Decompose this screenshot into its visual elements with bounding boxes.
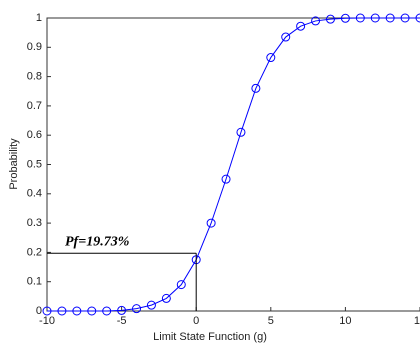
y-tick-label: 0.4 bbox=[27, 188, 42, 200]
y-tick-label: 1 bbox=[36, 12, 42, 24]
marker bbox=[102, 306, 112, 316]
marker bbox=[146, 300, 156, 310]
marker bbox=[400, 13, 410, 23]
marker bbox=[296, 21, 306, 31]
x-tick-label: 15 bbox=[414, 315, 420, 327]
marker bbox=[266, 53, 276, 63]
marker bbox=[117, 305, 127, 315]
marker bbox=[132, 304, 142, 314]
marker bbox=[72, 306, 82, 316]
marker bbox=[176, 280, 186, 290]
x-tick-label: 10 bbox=[339, 315, 351, 327]
marker bbox=[251, 83, 261, 93]
marker bbox=[340, 13, 350, 23]
y-tick-label: 0.9 bbox=[27, 41, 42, 53]
marker bbox=[311, 16, 321, 26]
x-tick-label: 5 bbox=[268, 315, 274, 327]
y-tick-label: 0.5 bbox=[27, 158, 42, 170]
y-tick-label: 0.7 bbox=[27, 100, 42, 112]
x-tick-label: -10 bbox=[39, 315, 55, 327]
annotation: Pf=19.73% bbox=[65, 234, 129, 249]
y-tick-label: 0.6 bbox=[27, 129, 42, 141]
y-tick-label: 0.1 bbox=[27, 276, 42, 288]
x-tick-label: -5 bbox=[117, 315, 127, 327]
y-tick-label: 0 bbox=[36, 305, 42, 317]
marker bbox=[87, 306, 97, 316]
marker bbox=[236, 127, 246, 137]
marker bbox=[385, 13, 395, 23]
marker bbox=[370, 13, 380, 23]
marker bbox=[415, 13, 420, 23]
marker bbox=[206, 218, 216, 228]
y-axis-label: Probability bbox=[8, 138, 20, 190]
marker bbox=[57, 306, 67, 316]
marker bbox=[325, 14, 335, 24]
y-tick-label: 0.3 bbox=[27, 217, 42, 229]
x-axis-label: Limit State Function (g) bbox=[153, 331, 267, 343]
x-tick-label: 0 bbox=[193, 315, 199, 327]
marker bbox=[281, 32, 291, 42]
plot-frame bbox=[46, 17, 420, 312]
marker bbox=[221, 174, 231, 184]
y-tick-label: 0.2 bbox=[27, 246, 42, 258]
marker bbox=[161, 293, 171, 303]
marker bbox=[42, 306, 52, 316]
line bbox=[47, 17, 420, 312]
marker bbox=[355, 13, 365, 23]
y-tick-label: 0.8 bbox=[27, 71, 42, 83]
